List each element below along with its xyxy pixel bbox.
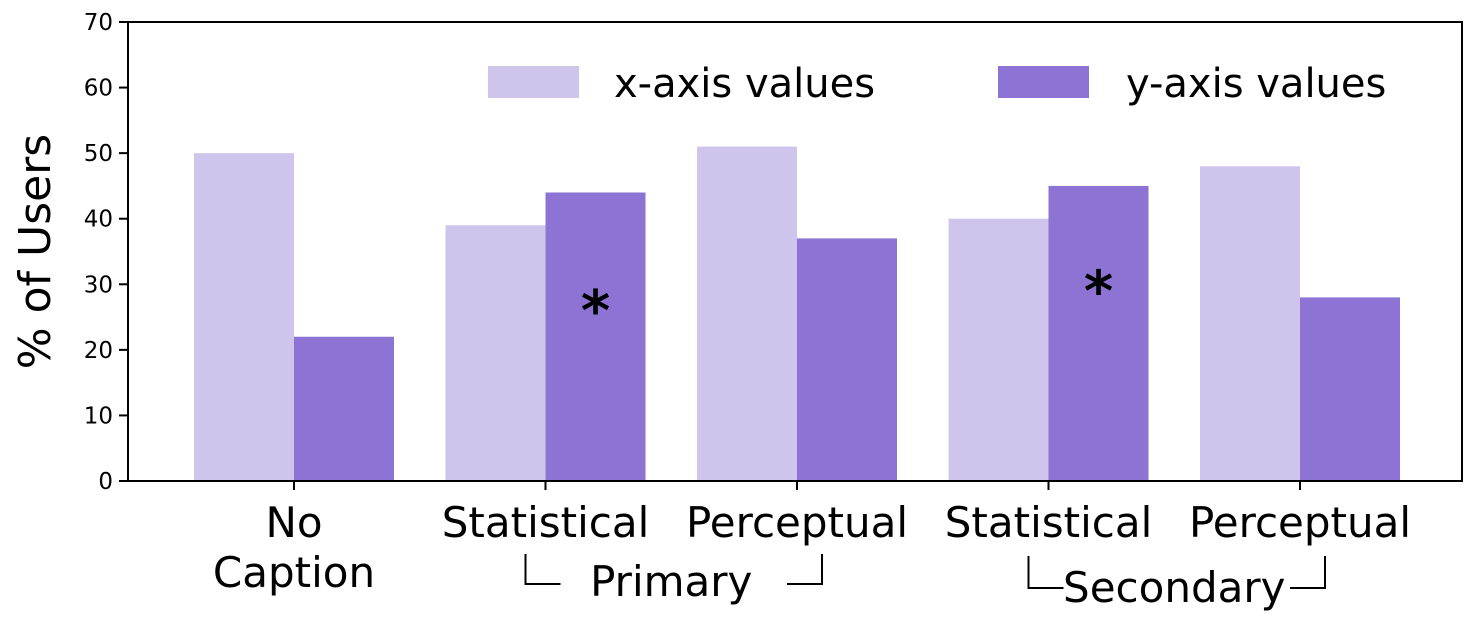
bar-x-axis-values	[194, 153, 294, 481]
x-tick-label: Perceptual	[686, 498, 908, 547]
bar-y-axis-values	[1300, 297, 1400, 481]
group-label: Primary	[590, 557, 752, 606]
annotations-layer: * *	[581, 259, 1113, 344]
legend: x-axis values y-axis values	[488, 61, 1386, 107]
significance-marker: *	[1084, 259, 1113, 324]
y-tick-label: 60	[84, 76, 113, 102]
x-tick-label: No Caption	[213, 498, 375, 597]
bar-x-axis-values	[697, 146, 797, 482]
bar-y-axis-values	[294, 336, 394, 481]
legend-swatch	[998, 66, 1089, 98]
group-labels: Primary Secondary	[524, 554, 1326, 612]
bar-x-axis-values	[1200, 166, 1300, 481]
bar-x-axis-values	[948, 218, 1049, 481]
group-bracket-right	[1290, 556, 1326, 589]
bar-y-axis-values	[797, 238, 897, 481]
y-tick-label: 0	[98, 469, 113, 495]
y-axis: 0 10 20 30 40 50 60 70	[84, 10, 128, 495]
x-tick-label: Statistical	[945, 498, 1153, 547]
legend-label: x-axis values	[614, 61, 875, 107]
bar-y-axis-values	[1048, 185, 1149, 481]
significance-marker: *	[581, 279, 610, 344]
bar-x-axis-values	[445, 225, 546, 481]
y-tick-label: 10	[84, 403, 113, 429]
group-bracket-right	[787, 554, 823, 585]
bar-y-axis-values	[545, 192, 646, 481]
x-tick-label: Perceptual	[1189, 498, 1411, 547]
y-tick-label: 30	[84, 272, 113, 298]
y-tick-label: 20	[84, 338, 113, 364]
y-tick-label: 70	[84, 10, 113, 36]
legend-label: y-axis values	[1126, 61, 1386, 107]
y-tick-label: 50	[84, 141, 113, 167]
y-axis-label: % of Users	[10, 134, 61, 369]
bars-layer	[194, 146, 1400, 482]
y-tick-label: 40	[84, 207, 113, 233]
group-bracket-left	[524, 554, 561, 585]
group-label: Secondary	[1063, 563, 1285, 612]
group-bracket-left	[1027, 556, 1064, 589]
plot-frame	[127, 21, 1463, 482]
x-axis: No Caption Statistical Perceptual Statistica…	[213, 481, 1411, 597]
x-tick-label: Statistical	[442, 498, 650, 547]
legend-swatch	[488, 66, 579, 98]
